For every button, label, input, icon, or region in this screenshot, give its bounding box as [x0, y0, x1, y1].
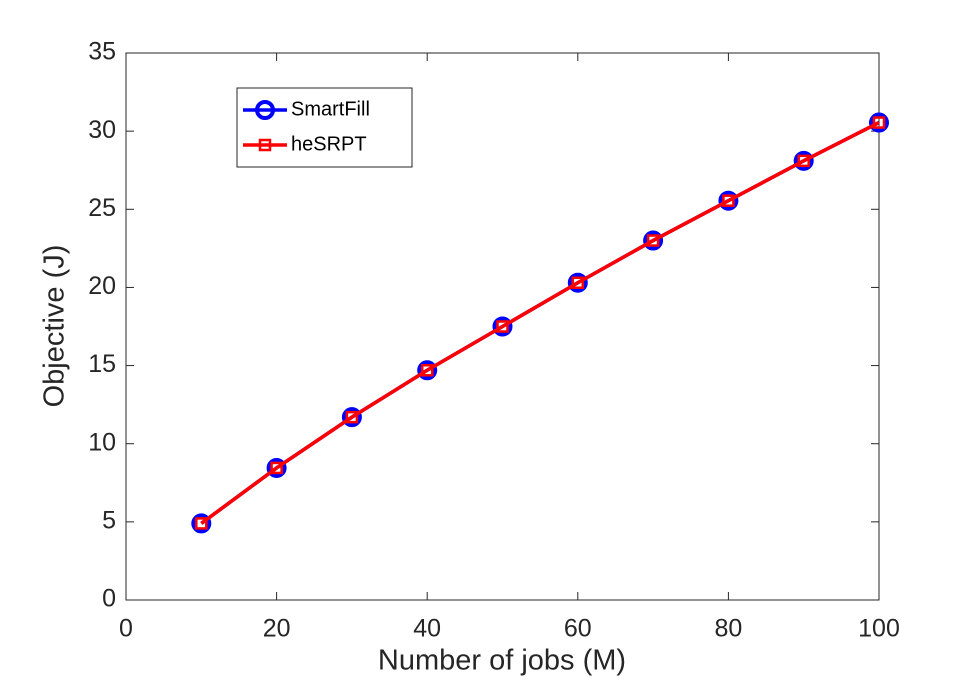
- x-tick-label: 80: [714, 615, 742, 643]
- x-tick-label: 0: [119, 615, 133, 643]
- y-tick-label: 15: [88, 350, 116, 378]
- y-tick-label: 5: [102, 506, 116, 534]
- x-tick-label: 60: [564, 615, 592, 643]
- data-point: [718, 190, 739, 211]
- y-tick-label: 0: [102, 585, 116, 613]
- y-tick-label: 25: [88, 194, 116, 222]
- data-point: [869, 112, 889, 133]
- data-point: [496, 320, 509, 333]
- y-tick-label: 35: [88, 38, 116, 66]
- data-point: [266, 457, 287, 478]
- x-tick-label: 20: [263, 615, 291, 643]
- x-axis-label: Number of jobs (M): [378, 645, 626, 677]
- legend-label: SmartFill: [291, 98, 370, 120]
- data-point: [793, 150, 814, 171]
- x-tick-label: 40: [413, 615, 441, 643]
- legend-marker: [255, 100, 275, 120]
- data-point: [797, 154, 810, 168]
- y-axis-label: Objective (J): [39, 245, 71, 408]
- data-point: [571, 276, 585, 289]
- data-point: [417, 360, 438, 381]
- data-point: [492, 316, 513, 337]
- data-point: [341, 407, 362, 428]
- data-point: [420, 364, 434, 377]
- y-tick-label: 10: [88, 428, 116, 456]
- y-tick-label: 20: [88, 272, 116, 300]
- data-point: [722, 194, 735, 207]
- x-tick-label: 100: [858, 615, 900, 643]
- data-point: [195, 517, 208, 530]
- data-point: [567, 272, 588, 293]
- legend-marker: [258, 138, 272, 152]
- y-tick-label: 30: [88, 116, 116, 144]
- data-point: [345, 410, 359, 424]
- data-point: [872, 116, 886, 129]
- data-point: [646, 234, 660, 247]
- series-line: [200, 120, 880, 525]
- data-point: [643, 230, 664, 251]
- data-point: [191, 513, 212, 534]
- data-point: [270, 461, 283, 475]
- legend-label: heSRPT: [291, 133, 367, 155]
